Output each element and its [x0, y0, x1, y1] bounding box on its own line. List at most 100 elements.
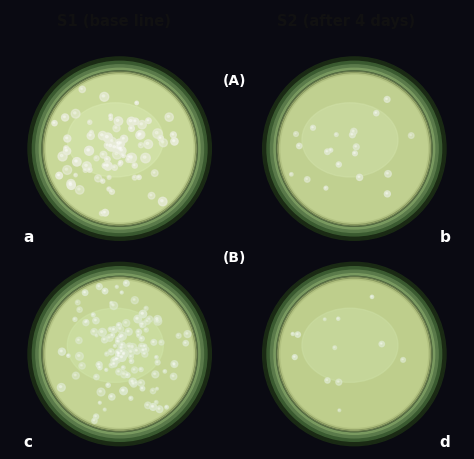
Circle shape — [109, 114, 112, 118]
Circle shape — [32, 62, 207, 236]
Ellipse shape — [140, 144, 141, 146]
Ellipse shape — [121, 350, 122, 351]
Ellipse shape — [156, 319, 158, 321]
Ellipse shape — [129, 351, 132, 353]
Ellipse shape — [78, 354, 80, 357]
Circle shape — [39, 68, 200, 229]
Circle shape — [338, 409, 341, 412]
Ellipse shape — [104, 164, 105, 166]
Circle shape — [85, 146, 93, 155]
Circle shape — [97, 388, 105, 396]
Circle shape — [125, 373, 130, 378]
Circle shape — [140, 321, 146, 327]
Ellipse shape — [53, 122, 55, 123]
Ellipse shape — [95, 157, 97, 158]
Ellipse shape — [186, 332, 188, 334]
Circle shape — [91, 313, 95, 317]
Ellipse shape — [138, 176, 139, 178]
Ellipse shape — [110, 396, 112, 397]
Circle shape — [99, 328, 106, 336]
Circle shape — [124, 280, 129, 286]
Circle shape — [134, 315, 141, 323]
Circle shape — [384, 191, 391, 197]
Ellipse shape — [140, 123, 143, 125]
Circle shape — [134, 348, 140, 354]
Ellipse shape — [111, 335, 113, 336]
Ellipse shape — [125, 282, 127, 284]
Circle shape — [127, 117, 136, 126]
Circle shape — [52, 121, 57, 126]
Circle shape — [115, 285, 118, 288]
Ellipse shape — [60, 154, 63, 157]
Ellipse shape — [131, 346, 133, 347]
Text: (B): (B) — [223, 251, 246, 265]
Circle shape — [79, 363, 85, 369]
Ellipse shape — [89, 169, 90, 170]
Ellipse shape — [145, 329, 146, 330]
Circle shape — [120, 152, 125, 157]
Circle shape — [107, 175, 111, 179]
Circle shape — [118, 353, 126, 361]
Circle shape — [145, 402, 151, 409]
Ellipse shape — [109, 351, 111, 352]
Text: S2 (after 4 days): S2 (after 4 days) — [277, 14, 415, 29]
Ellipse shape — [141, 323, 143, 325]
Circle shape — [297, 143, 302, 149]
Ellipse shape — [147, 119, 149, 121]
Circle shape — [111, 361, 117, 367]
Circle shape — [116, 369, 122, 375]
Ellipse shape — [59, 386, 62, 388]
Ellipse shape — [92, 314, 93, 315]
Circle shape — [118, 162, 122, 166]
Ellipse shape — [117, 355, 119, 356]
Circle shape — [144, 140, 153, 149]
Ellipse shape — [355, 146, 356, 147]
Circle shape — [71, 109, 80, 118]
Circle shape — [304, 177, 310, 182]
Circle shape — [131, 381, 137, 387]
Ellipse shape — [78, 308, 80, 310]
Circle shape — [278, 278, 430, 430]
Ellipse shape — [93, 420, 95, 421]
Ellipse shape — [337, 381, 339, 382]
Circle shape — [28, 57, 211, 240]
Ellipse shape — [120, 347, 121, 348]
Circle shape — [64, 146, 68, 151]
Circle shape — [109, 138, 116, 145]
Circle shape — [129, 397, 133, 400]
Ellipse shape — [334, 347, 335, 348]
Ellipse shape — [129, 120, 132, 122]
Circle shape — [134, 381, 138, 385]
Ellipse shape — [173, 364, 174, 365]
Ellipse shape — [386, 173, 388, 174]
Ellipse shape — [129, 156, 132, 158]
Circle shape — [74, 174, 77, 177]
Circle shape — [293, 132, 299, 136]
Circle shape — [333, 346, 337, 350]
Ellipse shape — [161, 141, 164, 143]
Circle shape — [73, 317, 77, 321]
Circle shape — [385, 171, 391, 177]
Ellipse shape — [135, 382, 137, 383]
Circle shape — [151, 340, 156, 345]
Ellipse shape — [172, 375, 174, 377]
Circle shape — [129, 126, 135, 131]
Circle shape — [351, 129, 357, 134]
Circle shape — [356, 174, 363, 180]
Circle shape — [91, 329, 98, 335]
Circle shape — [104, 142, 111, 149]
Ellipse shape — [117, 351, 118, 353]
Ellipse shape — [108, 336, 110, 338]
Text: (A): (A) — [223, 74, 246, 89]
Circle shape — [263, 263, 446, 446]
Circle shape — [36, 270, 203, 438]
Circle shape — [85, 320, 88, 323]
Circle shape — [138, 121, 146, 129]
Ellipse shape — [375, 112, 376, 113]
Circle shape — [87, 168, 92, 172]
Ellipse shape — [298, 145, 300, 146]
Ellipse shape — [136, 102, 137, 103]
Ellipse shape — [120, 335, 123, 336]
Circle shape — [129, 354, 133, 359]
Ellipse shape — [326, 151, 328, 152]
